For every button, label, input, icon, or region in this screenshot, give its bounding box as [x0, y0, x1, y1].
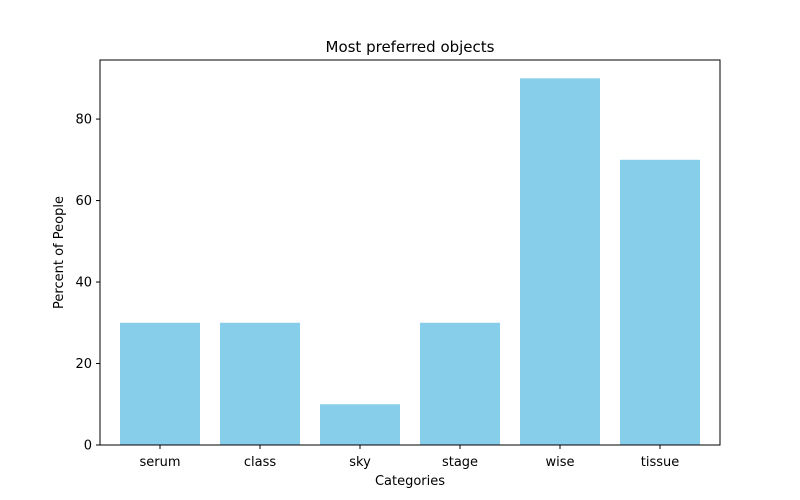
- bar-tissue: [620, 159, 700, 445]
- y-tick-label: 20: [75, 357, 92, 372]
- x-tick-label: sky: [349, 455, 371, 470]
- bar-sky: [320, 404, 400, 445]
- bar-class: [220, 322, 300, 445]
- x-axis: serum class sky stage wise tissue: [139, 445, 679, 470]
- x-tick-label: tissue: [641, 455, 680, 470]
- y-tick-label: 60: [75, 194, 92, 209]
- x-tick-label: stage: [442, 455, 478, 470]
- bar-stage: [420, 322, 500, 445]
- y-axis: 0 20 40 60 80: [75, 113, 100, 454]
- y-tick-label: 80: [75, 113, 92, 128]
- bars-group: [120, 78, 700, 445]
- y-tick-label: 0: [84, 439, 92, 454]
- y-tick-label: 40: [75, 276, 92, 291]
- x-tick-label: wise: [545, 455, 574, 470]
- x-axis-label: Categories: [375, 474, 445, 489]
- x-tick-label: serum: [139, 455, 180, 470]
- chart-title: Most preferred objects: [326, 38, 495, 56]
- y-axis-label: Percent of People: [52, 196, 67, 309]
- bar-serum: [120, 322, 200, 445]
- plot-frame: [99, 59, 721, 446]
- bar-wise: [520, 78, 600, 445]
- x-tick-label: class: [244, 455, 276, 470]
